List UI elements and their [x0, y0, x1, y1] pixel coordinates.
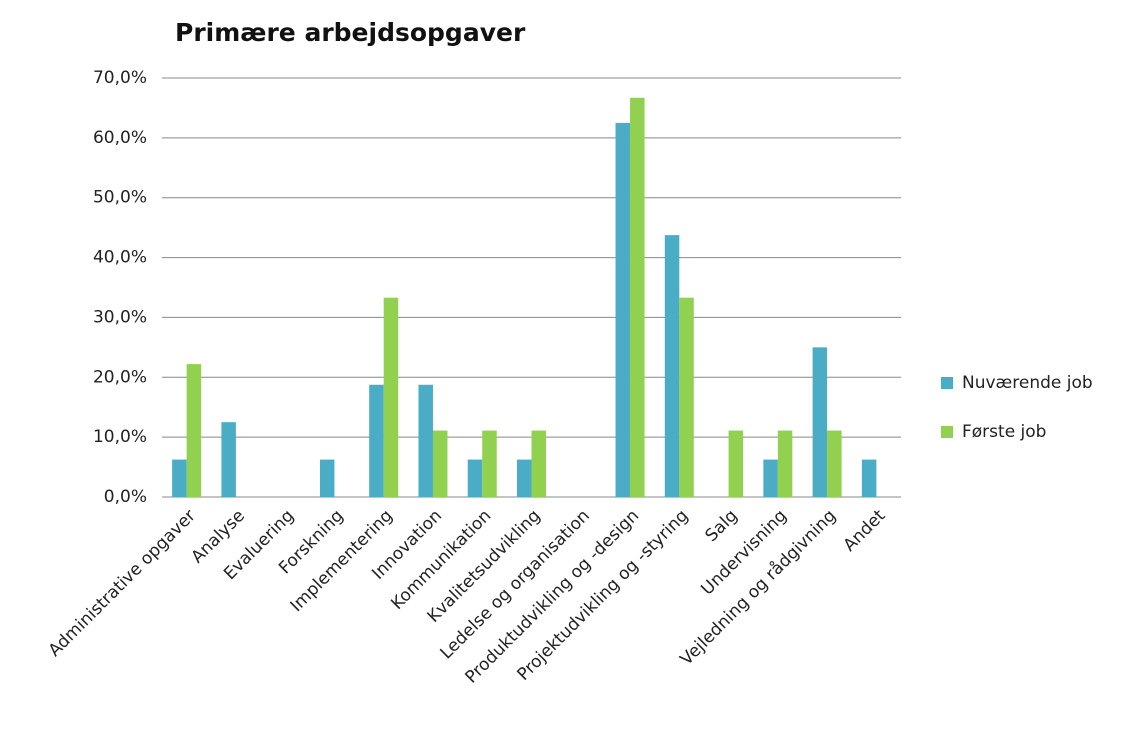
- y-tick-label: 30,0%: [93, 307, 147, 327]
- bar: [172, 459, 187, 497]
- y-tick-label: 20,0%: [93, 367, 147, 387]
- y-tick-label: 10,0%: [93, 427, 147, 447]
- legend-swatch: [941, 377, 953, 389]
- y-tick-label: 70,0%: [93, 68, 147, 88]
- x-tick-label: Administrative opgaver: [45, 506, 200, 661]
- chart-title: Primære arbejdsopgaver: [175, 18, 526, 47]
- bar: [812, 347, 828, 497]
- bar: [531, 430, 546, 497]
- y-tick-label: 60,0%: [93, 128, 147, 148]
- bar: [383, 297, 399, 497]
- x-tick-label: Andet: [840, 506, 890, 556]
- bar: [418, 384, 433, 497]
- bar: [679, 297, 694, 497]
- legend-label: Første job: [962, 422, 1046, 442]
- bar: [630, 97, 645, 497]
- y-tick-label: 40,0%: [93, 248, 147, 268]
- bar: [186, 364, 202, 497]
- bar: [369, 384, 384, 497]
- bar: [861, 459, 877, 497]
- bar: [728, 430, 744, 497]
- bar: [432, 430, 448, 497]
- y-tick-label: 0,0%: [104, 487, 147, 507]
- bar: [763, 459, 778, 497]
- bar: [467, 459, 483, 497]
- bar: [517, 459, 532, 497]
- legend-label: Nuværende job: [962, 373, 1093, 393]
- bar: [482, 430, 497, 497]
- bar: [827, 430, 842, 497]
- bar: [777, 430, 793, 497]
- bar: [319, 459, 335, 497]
- legend-swatch: [941, 426, 953, 438]
- y-tick-label: 50,0%: [93, 188, 147, 208]
- x-tick-label: Salg: [702, 506, 742, 546]
- x-tick-label: Undervisning: [697, 506, 790, 599]
- bar: [664, 235, 680, 497]
- bar: [221, 422, 236, 497]
- bar: [615, 122, 631, 498]
